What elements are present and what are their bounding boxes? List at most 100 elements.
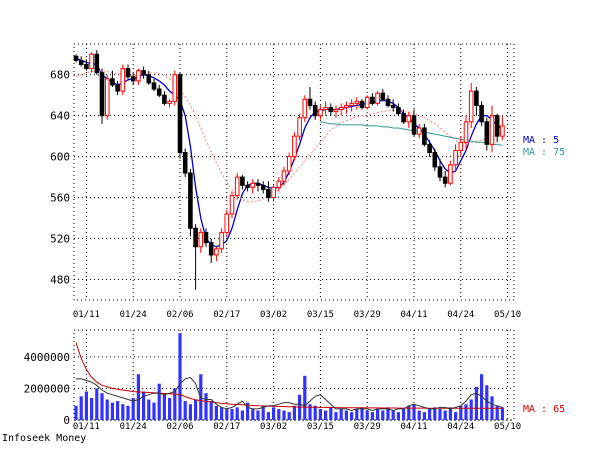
candle-up [354,100,360,104]
price-x-tick-label: 01/11 [73,310,100,320]
volume-x-tick-label: 01/11 [73,422,100,432]
price-x-tick-label: 03/29 [354,310,381,320]
candle-down [125,68,131,78]
price-grid [73,43,515,301]
candle-up [338,106,344,111]
candle-down [266,188,271,199]
price-y-axis-ticks: 480 520 560 600 640 680 [50,69,70,287]
candle-up [489,115,495,145]
volume-bar [220,407,224,420]
price-x-tick-label: 03/02 [260,310,287,320]
volume-bar [287,412,291,420]
candle-down [188,172,193,229]
price-x-axis-ticks: 01/11 01/24 02/06 02/17 03/02 03/15 03/29 04/11… [73,310,521,320]
candle-down [115,84,120,92]
candle-down [240,176,245,186]
price-y-tick-label: 480 [50,274,70,287]
price-legend-entry: MA : 5 [523,135,559,146]
volume-y-tick-label: 4000000 [24,351,70,364]
volume-bar [90,397,94,420]
volume-bar [157,383,161,420]
candle-up [229,195,235,215]
candle-down [94,53,100,74]
volume-bar [74,405,78,420]
volume-bar [95,388,99,420]
volume-bar [422,412,426,420]
price-x-tick-label: 03/15 [307,310,334,320]
volume-bar [79,396,83,420]
candle-up [302,98,308,119]
candle-down [312,104,318,117]
candle-up [89,53,94,70]
candle-up [167,100,172,104]
price-x-tick-label: 02/06 [166,310,193,320]
volume-bar [204,393,208,420]
candle-up [463,121,469,143]
price-x-tick-label: 04/11 [400,310,427,320]
candle-down [385,98,391,106]
volume-bar [152,402,156,420]
volume-bar [214,405,218,420]
candle-up [219,231,224,250]
volume-x-tick-label: 05/10 [494,422,521,432]
candle-up [500,125,505,137]
volume-bar [407,405,411,420]
volume-y-axis-ticks: 0 2000000 4000000 [24,351,70,427]
volume-bar [443,410,447,420]
candle-down [245,184,250,188]
volume-bar [360,407,364,420]
candle-up [198,231,204,248]
volume-legend: MA : 65 [523,404,565,415]
volume-x-tick-label: 03/15 [307,422,334,432]
volume-bar [500,407,504,420]
candle-up [458,141,464,151]
volume-bar [136,374,140,420]
volume-bar [261,405,265,420]
price-candles [73,50,505,290]
volume-bar [469,399,473,420]
volume-bar [246,402,250,420]
candle-down [370,96,375,104]
volume-bar [376,408,380,420]
volume-bar [282,410,286,420]
volume-bar [116,401,120,420]
candle-down [130,76,136,82]
candle-down [494,115,500,137]
volume-bar [168,397,172,420]
candle-down [141,70,146,76]
price-ma-line-3 [320,121,503,146]
candle-up [349,102,354,106]
candle-up [406,115,412,123]
volume-bar [480,374,484,420]
candle-down [479,104,484,123]
candle-down [177,74,183,154]
volume-bar [365,410,369,420]
candle-down [474,90,479,106]
candle-down [84,63,89,70]
volume-bar [84,391,88,420]
price-x-tick-label: 04/24 [447,310,474,320]
volume-bar [370,412,374,420]
volume-bar [256,410,260,420]
volume-bar [162,394,166,420]
volume-bar [459,405,463,420]
candle-up [136,70,141,82]
candle-up [214,248,219,256]
volume-bar [334,412,338,420]
candle-up [364,96,370,108]
candle-up [292,135,297,158]
price-y-tick-label: 680 [50,69,70,82]
volume-bar [485,385,489,420]
volume-x-tick-label: 04/11 [400,422,427,432]
candle-down [260,184,266,190]
volume-ma-line-1 [75,342,503,409]
candle-down [146,74,152,84]
candle-down [427,143,432,154]
price-y-tick-label: 560 [50,192,70,205]
volume-bar [277,408,281,420]
candle-down [208,242,214,256]
price-legend: MA : 5MA : 75 [523,135,565,158]
price-legend-entry: MA : 75 [523,147,565,158]
candle-down [359,100,365,108]
volume-bar [110,402,114,420]
